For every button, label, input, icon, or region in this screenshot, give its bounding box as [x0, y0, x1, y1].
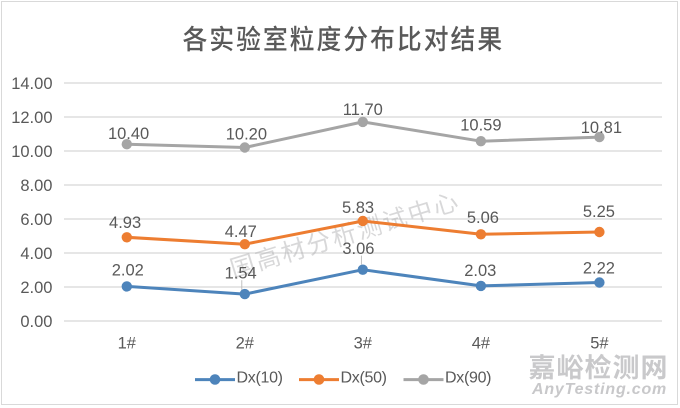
svg-text:5.25: 5.25: [583, 203, 615, 221]
svg-text:2.02: 2.02: [112, 261, 144, 279]
svg-text:2.00: 2.00: [20, 279, 52, 297]
svg-text:5.06: 5.06: [467, 209, 499, 227]
svg-text:10.81: 10.81: [581, 119, 622, 137]
svg-text:10.59: 10.59: [460, 117, 501, 135]
svg-text:11.70: 11.70: [343, 101, 383, 119]
svg-text:Dx(50): Dx(50): [341, 369, 387, 386]
svg-text:1#: 1#: [118, 335, 137, 353]
svg-text:10.40: 10.40: [108, 125, 149, 143]
svg-text:8.00: 8.00: [20, 177, 52, 195]
svg-text:5#: 5#: [590, 335, 609, 353]
svg-text:AnyTesting.com: AnyTesting.com: [531, 381, 667, 398]
svg-text:4.47: 4.47: [225, 223, 257, 241]
svg-text:10.00: 10.00: [11, 143, 52, 161]
svg-text:1.54: 1.54: [225, 265, 257, 283]
svg-text:4.00: 4.00: [20, 245, 52, 263]
svg-text:2#: 2#: [236, 335, 255, 353]
svg-text:2.03: 2.03: [464, 262, 496, 280]
svg-text:5.83: 5.83: [342, 199, 374, 217]
svg-text:14.00: 14.00: [11, 75, 52, 93]
svg-text:10.20: 10.20: [226, 126, 267, 144]
svg-text:0.00: 0.00: [20, 313, 52, 331]
svg-text:4#: 4#: [472, 335, 491, 353]
svg-text:6.00: 6.00: [20, 211, 52, 229]
svg-text:3#: 3#: [354, 335, 373, 353]
svg-text:Dx(90): Dx(90): [445, 369, 491, 386]
svg-text:12.00: 12.00: [11, 109, 52, 127]
svg-text:2.22: 2.22: [583, 260, 615, 278]
svg-text:3.06: 3.06: [342, 240, 374, 258]
svg-text:4.93: 4.93: [109, 214, 141, 232]
svg-text:Dx(10): Dx(10): [237, 369, 283, 386]
